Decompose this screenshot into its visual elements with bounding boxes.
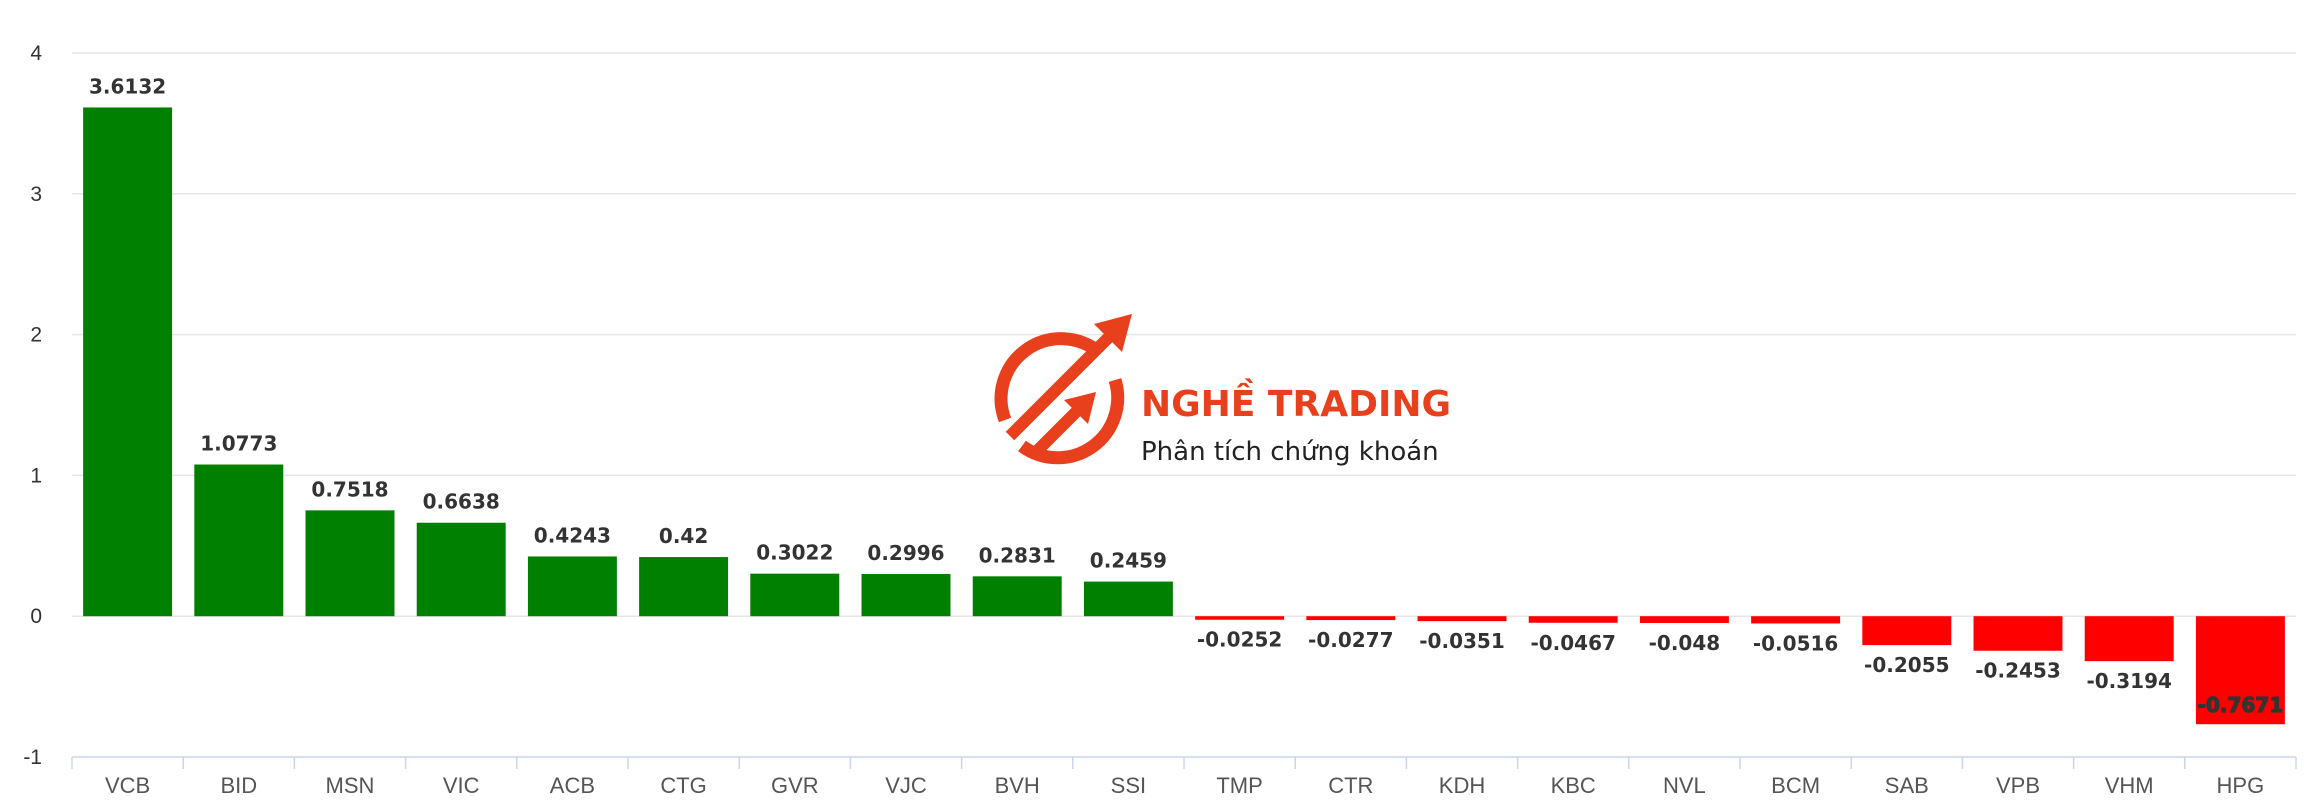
bar-sab (1862, 616, 1952, 646)
bar-vhm (2084, 616, 2174, 662)
bar-bcm (1751, 616, 1841, 624)
x-tick-label: BVH (995, 773, 1040, 798)
bar-tmp (1195, 616, 1285, 620)
watermark-title: NGHỀ TRADING (1141, 378, 1451, 425)
data-label: 0.42 (659, 524, 708, 548)
bar-vjc (861, 574, 951, 617)
grid-lines (72, 52, 2296, 617)
data-label: 3.6132 (89, 74, 166, 98)
bar-vic (416, 522, 506, 617)
x-tick-label: CTR (1328, 773, 1373, 798)
data-label: -0.2453 (1975, 659, 2060, 683)
data-label: -0.0351 (1419, 629, 1504, 653)
watermark-logo: NGHỀ TRADING Phân tích chứng khoán (994, 314, 1451, 467)
circular-arrows-logo-icon (994, 314, 1132, 465)
bar-gvr (750, 573, 840, 617)
data-label: -0.0467 (1530, 631, 1615, 655)
x-tick-label: ACB (550, 773, 595, 798)
bar-kdh (1417, 616, 1507, 622)
data-label: -0.0277 (1308, 628, 1393, 652)
y-axis-tick-labels: 4 3 2 1 0 -1 (23, 42, 42, 769)
data-label: 0.3022 (756, 541, 833, 565)
data-label: 0.2831 (979, 543, 1056, 567)
bar-vpb (1973, 616, 2063, 651)
bar-bid (194, 464, 284, 617)
y-tick-label: 0 (30, 605, 42, 628)
data-label: -0.0516 (1753, 631, 1838, 655)
y-tick-label: 3 (30, 183, 42, 206)
y-tick-label: -1 (23, 746, 42, 769)
y-tick-label: 2 (30, 324, 42, 347)
x-tick-label: VPB (1996, 773, 2040, 798)
x-axis: VCB BID MSN VIC ACB CTG GVR VJC BVH SSI TMP CTR KDH K… (71, 756, 2297, 798)
x-tick-label: CTG (660, 773, 706, 798)
x-tick-label: VJC (885, 773, 927, 798)
y-tick-label: 1 (30, 464, 42, 487)
x-tick-label: GVR (771, 773, 819, 798)
data-label: 0.4243 (534, 523, 611, 547)
data-label: 1.0773 (200, 432, 277, 456)
y-tick-label: 4 (30, 42, 42, 65)
data-label: 0.6638 (423, 490, 500, 514)
x-tick-label: BID (220, 773, 257, 798)
bar-nvl (1639, 616, 1729, 623)
bar-ctg (639, 557, 729, 617)
data-labels: 3.6132 1.0773 0.7518 0.6638 0.4243 0.42 0.3022… (89, 74, 2284, 717)
bar-kbc (1528, 616, 1618, 623)
x-tick-label: KDH (1439, 773, 1485, 798)
bar-ssi (1083, 581, 1173, 617)
bar-msn (305, 510, 395, 617)
x-tick-label: BCM (1771, 773, 1820, 798)
x-tick-label: MSN (326, 773, 375, 798)
data-label: 0.2996 (867, 541, 944, 565)
bar-bvh (972, 576, 1062, 617)
data-label: -0.3194 (2086, 669, 2171, 693)
x-tick-label: VCB (105, 773, 150, 798)
x-tick-label: TMP (1216, 773, 1262, 798)
x-tick-label: VHM (2105, 773, 2154, 798)
x-tick-label: SSI (1111, 773, 1146, 798)
x-tick-label: SAB (1885, 773, 1929, 798)
x-tick-label: KBC (1551, 773, 1596, 798)
watermark-subtitle: Phân tích chứng khoán (1141, 437, 1439, 467)
x-tick-label: NVL (1663, 773, 1706, 798)
bar-ctr (1306, 616, 1396, 621)
data-label: -0.048 (1649, 631, 1721, 655)
x-tick-label: VIC (443, 773, 480, 798)
bar-hpg (2195, 616, 2285, 725)
bars (83, 107, 2285, 725)
bar-vcb (83, 107, 173, 617)
data-label: 0.2459 (1090, 549, 1167, 573)
bar-acb (527, 556, 617, 617)
data-label: -0.7671 (2198, 693, 2283, 717)
data-label: -0.2055 (1864, 653, 1949, 677)
data-label: 0.7518 (311, 477, 388, 501)
x-tick-label: HPG (2217, 773, 2265, 798)
data-label: -0.0252 (1197, 628, 1282, 652)
